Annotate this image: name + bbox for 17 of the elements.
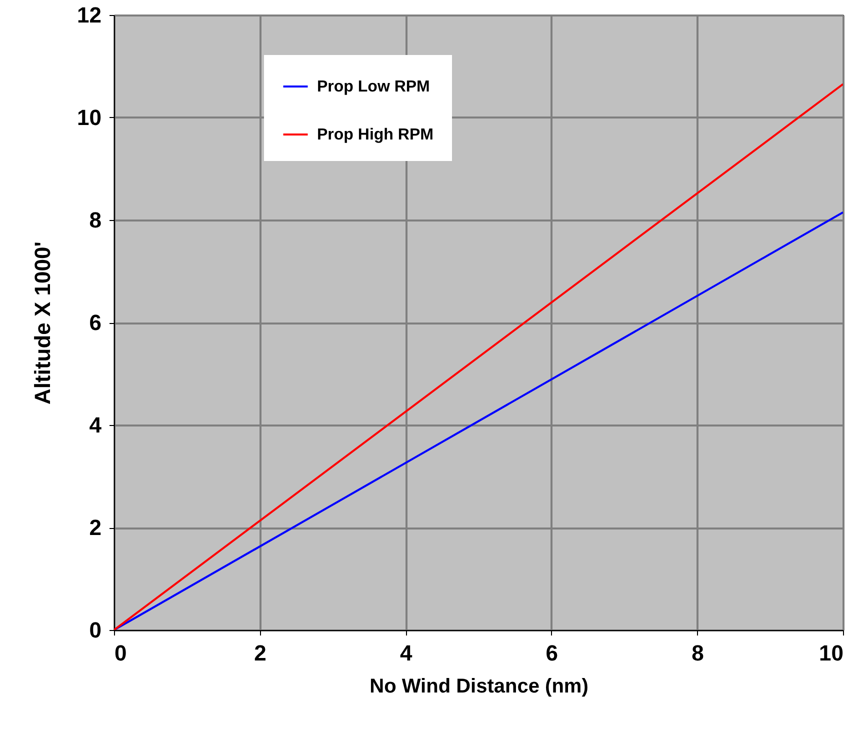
x-tick-label: 4	[400, 640, 413, 666]
legend-label: Prop High RPM	[317, 126, 434, 144]
y-tick-label: 4	[89, 412, 102, 438]
x-tick-label: 10	[819, 640, 844, 666]
y-tick-label: 6	[89, 310, 102, 335]
y-axis-title: Altitude X 1000'	[30, 242, 56, 404]
y-tick-label: 0	[89, 618, 102, 642]
x-tick-label: 2	[254, 640, 266, 666]
x-tick-label: 8	[692, 640, 704, 666]
y-tick-label: 8	[89, 208, 102, 232]
y-tick-label: 12	[77, 2, 102, 28]
y-tick-label: 2	[89, 515, 102, 540]
legend-label: Prop Low RPM	[317, 78, 430, 96]
x-tick-label: 6	[546, 640, 558, 666]
x-axis-title: No Wind Distance (nm)	[370, 676, 588, 698]
x-tick-label: 0	[114, 640, 127, 666]
y-tick-label: 10	[77, 105, 102, 130]
